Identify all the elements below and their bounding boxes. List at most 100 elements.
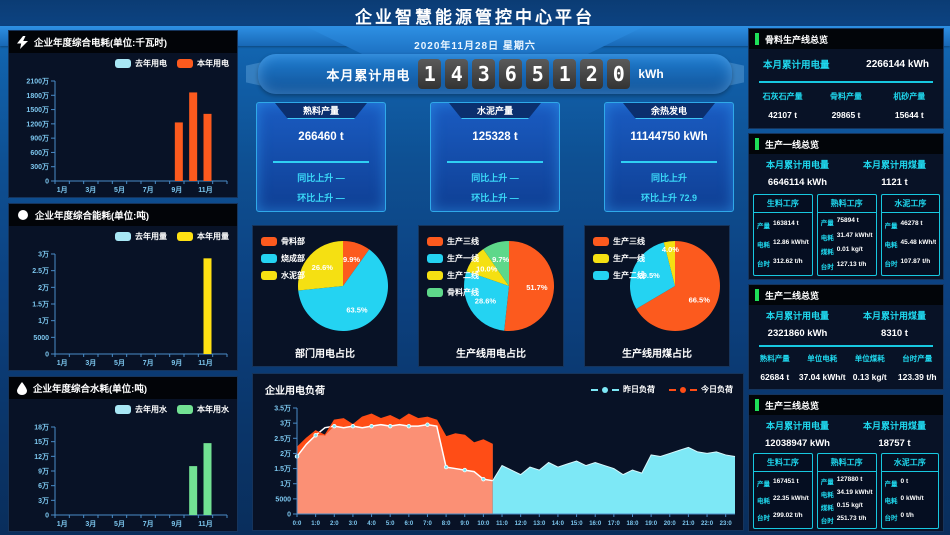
- legend-line: [591, 388, 598, 391]
- card-value: 266460 t: [298, 131, 344, 143]
- legend-item[interactable]: 今日负荷: [669, 384, 733, 395]
- legend-swatch: [427, 288, 443, 297]
- svg-text:0: 0: [45, 513, 49, 520]
- legend-item[interactable]: 生产二线: [593, 270, 645, 281]
- legend-label: 水泥部: [281, 271, 305, 280]
- panel-title: 企业年度综合水耗(单位:吨): [33, 384, 147, 395]
- legend-label: 生产三线: [613, 237, 645, 246]
- divider: [759, 345, 933, 347]
- header-date: 2020年11月28日 星期六: [414, 40, 536, 52]
- mom-row: 环比上升 72.9: [640, 193, 698, 203]
- legend-item[interactable]: 骨料产线: [427, 287, 479, 298]
- legend-item[interactable]: 昨日负荷: [591, 384, 655, 395]
- svg-text:19:0: 19:0: [645, 521, 658, 527]
- svg-text:1月: 1月: [57, 520, 68, 528]
- line-coal-pie-panel: 生产三线 生产一线 生产二线 66.5% 29.5% 4.0% 生产线用煤占比: [584, 225, 730, 367]
- coal-total: 本月累计用煤量 8310 t: [862, 311, 926, 339]
- svg-text:22:0: 22:0: [701, 521, 714, 527]
- legend-item[interactable]: 水泥部: [261, 270, 305, 281]
- area-title: 企业用电负荷: [265, 386, 325, 397]
- legend-item[interactable]: 生产一线: [593, 253, 645, 264]
- legend-label: 本年用量: [197, 232, 229, 241]
- mom-row: 环比上升 —: [297, 193, 345, 203]
- legend-item[interactable]: 骨料部: [261, 236, 305, 247]
- svg-text:1月: 1月: [57, 359, 68, 367]
- legend-item[interactable]: 生产三线: [427, 236, 479, 247]
- legend-label: 骨料部: [281, 237, 305, 246]
- legend-item[interactable]: 本年用量: [177, 231, 229, 242]
- svg-text:3万: 3万: [38, 497, 49, 505]
- legend-label: 去年用水: [135, 405, 167, 414]
- annual-energy-legend: 去年用量 本年用量: [115, 231, 229, 242]
- annual-water-chart: 0 3万 6万 9万 12万 15万 18万 1月 3月 5月 7月 9月 11月: [9, 421, 237, 531]
- coal-total: 本月累计用煤量 1121 t: [862, 160, 926, 188]
- header-date-trapezoid: 2020年11月28日 星期六: [305, 26, 645, 56]
- line2-header: 生产二线总览: [749, 285, 943, 305]
- svg-text:4:0: 4:0: [367, 521, 376, 527]
- svg-text:11月: 11月: [198, 186, 212, 194]
- svg-text:2.5万: 2.5万: [32, 267, 49, 275]
- legend-item[interactable]: 去年用水: [115, 404, 167, 415]
- line-power-pie: 51.7% 28.6% 10.0% 9.7%: [419, 230, 565, 344]
- clinker-output-col: 熟料产量 62684 t: [759, 354, 790, 382]
- cement-card: 水泥工序 产量 0 t 电耗 0 kWh/t 台时 0 t/h: [880, 453, 939, 529]
- legend-label: 生产三线: [447, 237, 479, 246]
- kpi-digit: 5: [526, 59, 550, 89]
- svg-text:5月: 5月: [114, 359, 125, 367]
- legend-item[interactable]: 生产一线: [427, 253, 479, 264]
- svg-text:9.9%: 9.9%: [343, 255, 360, 264]
- kpi-digit: 4: [445, 59, 469, 89]
- legend-item[interactable]: 本年用水: [177, 404, 229, 415]
- waste-heat-power-card: 余热发电 11144750 kWh 同比上升 环比上升 72.9: [604, 102, 734, 212]
- legend-label: 生产一线: [613, 254, 645, 263]
- svg-text:3月: 3月: [85, 520, 96, 528]
- card-title: 熟料产量: [302, 106, 339, 116]
- annual-power-panel: 企业年度综合电耗(单位:千瓦时) 去年用电 本年用电 0 300万 600万 900万…: [8, 30, 238, 198]
- header-strip: [0, 0, 950, 26]
- annual-water-legend: 去年用水 本年用水: [115, 404, 229, 415]
- svg-text:1200万: 1200万: [26, 120, 49, 128]
- legend-item[interactable]: 本年用电: [177, 58, 229, 69]
- cement-output-card: 水泥产量 125328 t 同比上升 — 环比上升 —: [430, 102, 560, 212]
- svg-text:28.6%: 28.6%: [475, 296, 497, 305]
- svg-text:29.5%: 29.5%: [639, 271, 661, 280]
- svg-text:9:0: 9:0: [460, 521, 469, 527]
- legend-swatch: [177, 405, 193, 414]
- divider: [759, 81, 933, 83]
- card-value: 11144750 kWh: [630, 131, 708, 143]
- panel-title: 企业年度综合能耗(单位:吨): [35, 211, 149, 222]
- svg-text:3万: 3万: [38, 251, 49, 259]
- svg-text:10.0%: 10.0%: [476, 265, 498, 274]
- svg-text:17:0: 17:0: [608, 521, 621, 527]
- legend-item[interactable]: 去年用电: [115, 58, 167, 69]
- svg-text:5月: 5月: [114, 186, 125, 194]
- line3-panel: 生产三线总览 本月累计用电量 12038947 kWh 本月累计用煤量 18757 …: [748, 394, 944, 532]
- annual-power-legend: 去年用电 本年用电: [115, 58, 229, 69]
- svg-text:14:0: 14:0: [552, 521, 565, 527]
- kpi-unit: kWh: [638, 67, 664, 81]
- legend-item[interactable]: 烧成部: [261, 253, 305, 264]
- panel-title: 企业年度综合电耗(单位:千瓦时): [34, 38, 167, 49]
- legend-swatch: [593, 254, 609, 263]
- legend-swatch: [427, 271, 443, 280]
- svg-text:2万: 2万: [280, 450, 291, 458]
- legend-item[interactable]: 生产二线: [427, 270, 479, 281]
- svg-text:1.5万: 1.5万: [274, 465, 291, 473]
- legend-item[interactable]: 去年用量: [115, 231, 167, 242]
- legend-line: [612, 388, 619, 391]
- legend-label: 本年用水: [197, 405, 229, 414]
- legend-swatch: [593, 271, 609, 280]
- svg-text:9月: 9月: [171, 520, 182, 528]
- svg-text:9月: 9月: [171, 359, 182, 367]
- svg-text:12:0: 12:0: [515, 521, 528, 527]
- svg-text:16:0: 16:0: [589, 521, 602, 527]
- legend-item[interactable]: 生产三线: [593, 236, 645, 247]
- kpi-digit: 0: [607, 59, 631, 89]
- power-load-chart: 0 5000 1万 1.5万 2万 2.5万 3万 3.5万 0:0 1:0 2:0 3:0 4:0 5:…: [257, 400, 741, 528]
- legend-swatch: [427, 237, 443, 246]
- svg-text:1月: 1月: [57, 186, 68, 194]
- legend-label: 去年用电: [135, 59, 167, 68]
- legend-label: 生产二线: [447, 271, 479, 280]
- legend-line: [690, 388, 697, 391]
- circle-icon: [18, 210, 28, 220]
